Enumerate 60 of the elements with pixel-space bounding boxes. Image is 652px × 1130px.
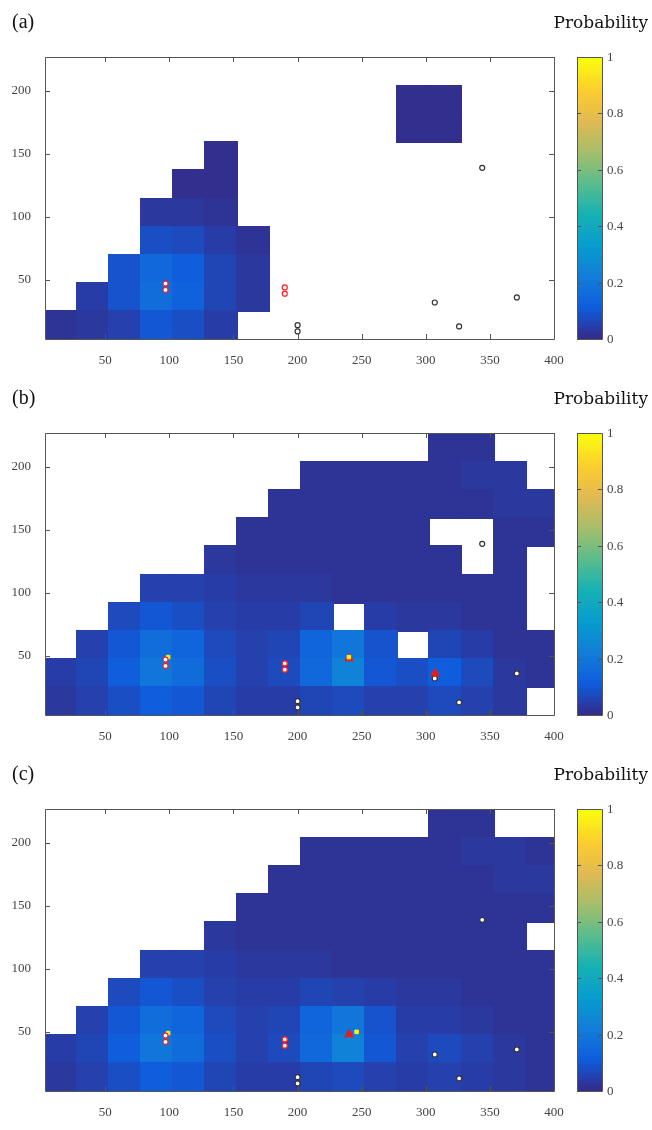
x-tick-label: 250 [351,352,372,368]
x-tick-label: 100 [159,728,180,744]
y-tick-label: 100 [11,584,31,600]
y-tick-label: 150 [11,145,31,161]
x-tick-label: 150 [223,1104,244,1120]
x-tick-label: 200 [287,728,308,744]
x-tick-label: 300 [416,1104,436,1120]
x-tick-label: 400 [544,728,564,744]
x-tick-label: 150 [223,352,244,368]
x-tick-label: 400 [544,1104,564,1120]
x-tick-label: 50 [98,352,112,368]
x-tick-label: 350 [480,728,500,744]
x-tick-label: 100 [159,352,180,368]
x-tick-label: 50 [98,728,112,744]
color-bar-label: 0.4 [607,217,624,233]
chart-title: (a) [12,10,35,33]
y-tick-label: 200 [11,834,31,850]
y-tick-label: 50 [18,271,31,287]
x-tick-label: 50 [98,1104,112,1120]
color-bar-label: 0.2 [607,1026,624,1042]
x-tick-label: 250 [351,728,372,744]
color-bar-label: 1 [607,800,614,816]
y-tick-label: 200 [11,82,31,98]
chart-title: (c) [12,762,35,785]
color-bar-label: 0.6 [607,161,624,177]
x-tick-label: 350 [480,1104,500,1120]
y-tick-label: 50 [18,647,31,663]
x-tick-label: 100 [159,1104,180,1120]
color-bar-label: 1 [607,424,614,440]
x-tick-label: 250 [351,1104,372,1120]
y-tick-label: 100 [11,208,31,224]
y-tick-label: 50 [18,1023,31,1039]
x-tick-label: 300 [416,728,436,744]
color-bar-title: Probability [553,764,648,784]
x-tick-label: 300 [416,352,436,368]
x-tick-label: 350 [480,352,500,368]
x-tick-label: 150 [223,728,244,744]
color-bar-label: 0 [607,1082,614,1098]
color-bar-label: 0.6 [607,537,624,553]
color-bar-label: 1 [607,48,614,64]
color-bar-label: 0 [607,330,614,346]
color-bar-title: Probability [553,12,648,32]
color-bar-label: 0.4 [607,969,624,985]
y-tick-label: 200 [11,458,31,474]
y-tick-label: 100 [11,960,31,976]
x-tick-label: 200 [287,352,308,368]
color-bar-title: Probability [553,388,648,408]
x-tick-label: 200 [287,1104,308,1120]
color-bar-label: 0 [607,706,614,722]
color-bar-label: 0.6 [607,913,624,929]
chart-title: (b) [12,386,36,409]
color-bar-label: 0.2 [607,274,624,290]
color-bar-label: 0.4 [607,593,624,609]
y-tick-label: 150 [11,521,31,537]
y-tick-label: 150 [11,897,31,913]
x-tick-label: 400 [544,352,564,368]
color-bar-label: 0.2 [607,650,624,666]
color-bar-label: 0.8 [607,856,624,872]
color-bar-label: 0.8 [607,104,624,120]
color-bar-label: 0.8 [607,480,624,496]
